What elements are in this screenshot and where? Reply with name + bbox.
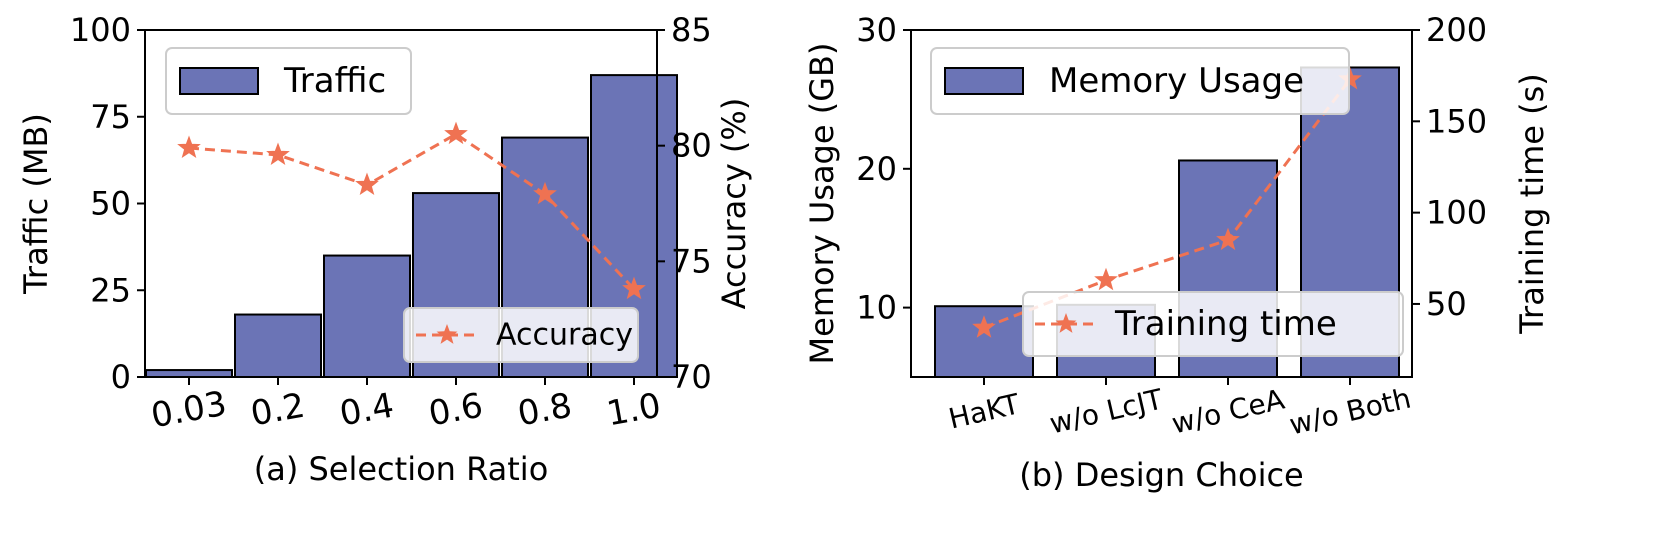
line-point-w/o LcJT <box>1094 267 1118 291</box>
y-tick-label: 100 <box>70 11 131 49</box>
y-right-tick-label: 200 <box>1426 11 1487 49</box>
y-right-tick-label: 75 <box>671 242 712 280</box>
bar-0.4 <box>323 254 411 378</box>
y-tick-label: 0 <box>111 358 131 396</box>
legend-bar-label: Traffic <box>283 61 386 101</box>
x-tick-label: HaKT <box>946 387 1024 435</box>
y-tick-label: 20 <box>856 150 897 188</box>
legend-bar-label: Memory Usage <box>1049 61 1304 101</box>
y-tick-label: 10 <box>856 289 897 327</box>
x-tick-label: 0.4 <box>337 386 397 435</box>
y-right-tick-label: 100 <box>1426 194 1487 232</box>
legend-star-icon <box>1055 313 1077 333</box>
chart-design-choice: 10 20 30 50 100 150 200 HaKT w/o LcJT w/o CeAw/o … <box>803 11 1551 494</box>
y-axis-label: Memory Usage (GB) <box>803 43 841 365</box>
bar-0.2 <box>234 313 322 379</box>
line-point-w/o CeA <box>1216 227 1240 251</box>
line-point-0.03 <box>177 135 201 159</box>
line-point-0.2 <box>266 142 290 165</box>
legend-line-label: Training time <box>1114 304 1337 344</box>
y-right-tick-label: 50 <box>1426 285 1467 323</box>
x-tick-label: 1.0 <box>604 386 664 435</box>
x-axis-label: (a) Selection Ratio <box>254 450 549 488</box>
y-right-axis-label: Accuracy (%) <box>715 98 753 310</box>
legend-bar-box <box>165 47 412 115</box>
line-point-1.0 <box>622 276 646 300</box>
y-right-tick-label: 150 <box>1426 102 1487 140</box>
legend-bar-swatch <box>179 67 259 95</box>
y-axis-label: Traffic (MB) <box>17 113 55 295</box>
plot-frame <box>910 29 1413 378</box>
y-right-tick-label: 80 <box>671 127 712 165</box>
x-tick-label: w/o Both <box>1286 382 1414 442</box>
x-tick-label: 0.6 <box>426 386 486 435</box>
legend-star-icon <box>436 324 458 344</box>
legend-line-box <box>1022 291 1404 357</box>
x-tick-label: w/o CeA <box>1169 383 1288 441</box>
y-right-axis-label: Training time (s) <box>1513 73 1551 335</box>
legend-bar-box <box>930 47 1350 115</box>
y-tick-label: 50 <box>90 185 131 223</box>
y-tick-label: 30 <box>856 11 897 49</box>
line-point-0.6 <box>444 121 468 145</box>
y-tick-label: 25 <box>90 271 131 309</box>
bar-0.03 <box>145 369 233 378</box>
legend-line-box <box>403 307 639 363</box>
x-tick-label: w/o LcJT <box>1047 382 1167 440</box>
x-tick-label: 0.2 <box>248 386 308 435</box>
x-axis-label: (b) Design Choice <box>1019 456 1303 494</box>
x-tick-label: 0.03 <box>148 384 229 437</box>
line-point-HaKT <box>972 315 996 338</box>
y-tick-label: 75 <box>90 98 131 136</box>
y-right-tick-label: 70 <box>671 358 712 396</box>
legend-bar-swatch <box>944 67 1024 95</box>
line-point-0.4 <box>355 172 379 196</box>
chart-selection-ratio: 0 25 50 75 100 70 75 80 85 0.03 0.2 0.4 0.6 0.8 1.0 (a)… <box>17 11 753 488</box>
legend-line-label: Accuracy <box>496 318 633 353</box>
series-line-training-time <box>983 78 1352 330</box>
line-point-0.8 <box>533 181 557 205</box>
y-right-tick-label: 85 <box>671 11 712 49</box>
x-tick-label: 0.8 <box>515 386 575 435</box>
